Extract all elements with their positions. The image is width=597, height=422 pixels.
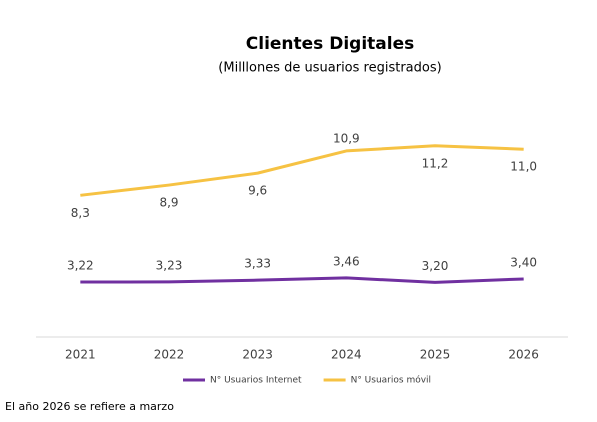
data-label: 11,2 <box>422 156 449 170</box>
chart-subtitle: (Milllones de usuarios registrados) <box>218 61 441 76</box>
x-tick-label: 2026 <box>508 348 539 362</box>
legend-label: N° Usuarios Internet <box>210 376 302 386</box>
data-label: 3,23 <box>156 258 183 272</box>
chart-title: Clientes Digitales <box>246 34 414 54</box>
data-label: 3,33 <box>244 257 271 271</box>
data-label: 11,0 <box>510 160 537 174</box>
data-label: 3,46 <box>333 254 360 268</box>
x-tick-label: 2025 <box>420 348 451 362</box>
data-label: 3,22 <box>67 259 94 273</box>
data-label: 9,6 <box>248 184 267 198</box>
legend-label: N° Usuarios móvil <box>351 375 431 386</box>
x-tick-label: 2024 <box>331 348 362 362</box>
data-label: 8,9 <box>159 196 178 210</box>
footnote: El año 2026 se refiere a marzo <box>5 400 174 413</box>
x-tick-label: 2022 <box>154 348 185 362</box>
x-tick-label: 2021 <box>65 348 96 362</box>
data-label: 10,9 <box>333 131 360 145</box>
data-label: 3,20 <box>422 259 449 273</box>
series-line <box>80 276 524 284</box>
series-line <box>80 144 524 197</box>
data-label: 3,40 <box>510 255 537 269</box>
x-tick-label: 2023 <box>242 348 273 362</box>
data-label: 8,3 <box>71 206 90 220</box>
